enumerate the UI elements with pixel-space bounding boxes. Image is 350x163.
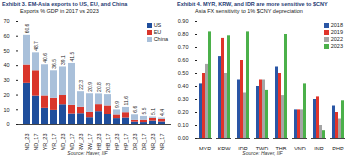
html-text:US: US (153, 22, 162, 28)
svg-text:IDR: IDR (238, 146, 248, 150)
html-text:2023: 2023 (330, 43, 343, 49)
svg-text:6.6: 6.6 (132, 106, 138, 113)
svg-text:20.9: 20.9 (87, 82, 93, 92)
svg-text:0.30: 0.30 (178, 96, 189, 102)
svg-text:30: 30 (3, 77, 9, 83)
svg-text:10: 10 (3, 107, 9, 113)
svg-text:36.5: 36.5 (51, 59, 57, 69)
svg-text:TWD_23: TWD_23 (60, 134, 66, 151)
html-text:Asia FX sensitivity to 1% $CNY: Asia FX sensitivity to 1% $CNY depreciat… (195, 8, 303, 14)
svg-text:0.80: 0.80 (178, 31, 189, 37)
svg-text:0: 0 (6, 121, 9, 127)
svg-text:0.90: 0.90 (178, 18, 189, 24)
svg-text:22.3: 22.3 (78, 80, 84, 90)
svg-text:IDR_17: IDR_17 (141, 134, 147, 151)
svg-text:VND_17: VND_17 (33, 134, 39, 151)
html-text:Exports % GDP in 2017 vs 2023: Exports % GDP in 2017 vs 2023 (20, 8, 99, 14)
html-text:2018: 2018 (330, 22, 343, 28)
html-text:2019: 2019 (330, 29, 343, 35)
html-text:Source: Haver, IIF: Source: Haver, IIF (242, 150, 283, 156)
html-text:EU: EU (153, 29, 162, 35)
svg-text:60.6: 60.6 (24, 23, 30, 33)
svg-text:0.40: 0.40 (178, 83, 189, 89)
svg-text:50: 50 (3, 48, 9, 54)
svg-text:KRW_23: KRW_23 (78, 134, 84, 151)
svg-text:5.1: 5.1 (150, 108, 156, 115)
svg-text:PHP_17: PHP_17 (123, 134, 129, 151)
svg-text:0.50: 0.50 (178, 70, 189, 76)
svg-text:INR_23: INR_23 (150, 134, 156, 151)
svg-text:0.70: 0.70 (178, 44, 189, 50)
html-text:Exhibit 3. EM-Asia exports to: Exhibit 3. EM-Asia exports to US, EU, an… (2, 1, 128, 7)
svg-text:0.10: 0.10 (178, 122, 189, 128)
svg-text:THB: THB (276, 146, 287, 150)
svg-text:PHP_23: PHP_23 (114, 134, 120, 151)
svg-text:39.1: 39.1 (60, 55, 66, 65)
svg-text:PHP: PHP (332, 146, 344, 150)
svg-text:0.60: 0.60 (178, 57, 189, 63)
html-text:2022: 2022 (330, 36, 343, 42)
svg-text:20: 20 (3, 92, 9, 98)
svg-text:THB_17: THB_17 (105, 134, 111, 151)
svg-text:20.3: 20.3 (105, 83, 111, 93)
svg-text:MYR_23: MYR_23 (42, 134, 48, 151)
svg-text:MYR: MYR (199, 146, 211, 150)
html-text:Exhibit 4. MYR, KRW, and IDR a: Exhibit 4. MYR, KRW, and IDR are more se… (177, 1, 328, 7)
svg-text:5.5: 5.5 (141, 107, 147, 114)
svg-text:60: 60 (3, 33, 9, 39)
svg-text:20.8: 20.8 (96, 82, 102, 92)
svg-text:0.20: 0.20 (178, 109, 189, 115)
svg-text:48.7: 48.7 (33, 41, 39, 51)
svg-text:40.6: 40.6 (42, 53, 48, 63)
svg-text:11.6: 11.6 (123, 96, 129, 106)
svg-text:40: 40 (3, 62, 9, 68)
svg-text:INR_17: INR_17 (159, 134, 165, 151)
svg-text:VND_23: VND_23 (24, 134, 30, 151)
svg-text:TWD: TWD (256, 146, 269, 150)
svg-text:MYR_17: MYR_17 (51, 134, 57, 151)
svg-text:41.5: 41.5 (69, 51, 75, 61)
svg-text:9.9: 9.9 (114, 101, 120, 108)
svg-text:70: 70 (3, 18, 9, 24)
svg-text:KRW_17: KRW_17 (87, 134, 93, 151)
svg-text:KRW: KRW (218, 146, 232, 150)
svg-text:TWD_17: TWD_17 (69, 134, 75, 151)
svg-text:INR: INR (314, 146, 324, 150)
html-text:China: China (153, 36, 168, 42)
svg-text:IDR_23: IDR_23 (132, 134, 138, 151)
svg-text:THB_23: THB_23 (96, 134, 102, 151)
svg-text:VND: VND (294, 146, 306, 150)
svg-text:0.00: 0.00 (178, 135, 189, 141)
html-text:Source: Haver, IIF: Source: Haver, IIF (67, 150, 108, 156)
svg-text:4.4: 4.4 (159, 109, 165, 116)
